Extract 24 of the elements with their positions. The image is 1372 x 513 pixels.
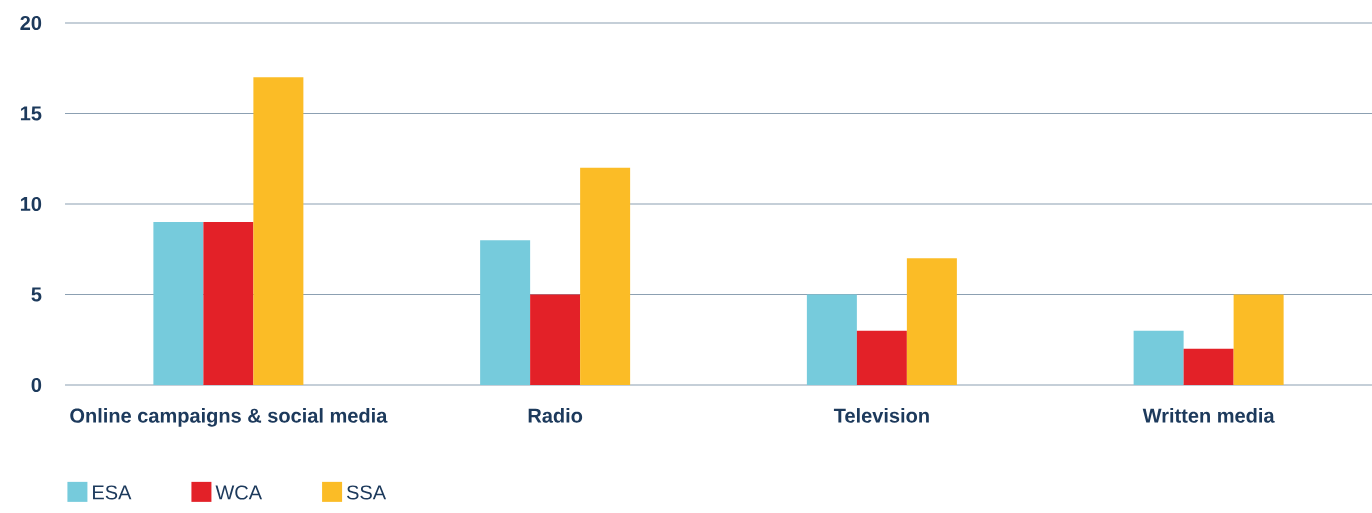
bar [153, 222, 204, 385]
bar [1233, 294, 1284, 385]
x-tick-label: Television [833, 408, 929, 423]
y-tick-label: 0 [31, 377, 42, 393]
bar [1133, 330, 1184, 385]
y-tick-label: 15 [20, 106, 42, 121]
legend-label: ESA [93, 485, 132, 500]
y-tick-label: 10 [20, 196, 42, 212]
bar [1183, 348, 1234, 385]
bar [530, 294, 581, 385]
bar [580, 167, 631, 385]
legend-label: WCA [215, 485, 263, 500]
bar [906, 258, 957, 385]
bar [806, 294, 857, 385]
bar [203, 222, 254, 385]
x-tick-label: Radio [528, 408, 583, 423]
y-tick-label: 20 [20, 15, 42, 31]
bar [480, 240, 531, 385]
bar [253, 77, 304, 385]
y-tick-label: 5 [31, 287, 42, 302]
x-tick-label: Online campaigns & social media [70, 408, 388, 427]
bar [856, 330, 907, 385]
legend-label: SSA [347, 485, 387, 500]
x-tick-label: Written media [1142, 408, 1275, 423]
